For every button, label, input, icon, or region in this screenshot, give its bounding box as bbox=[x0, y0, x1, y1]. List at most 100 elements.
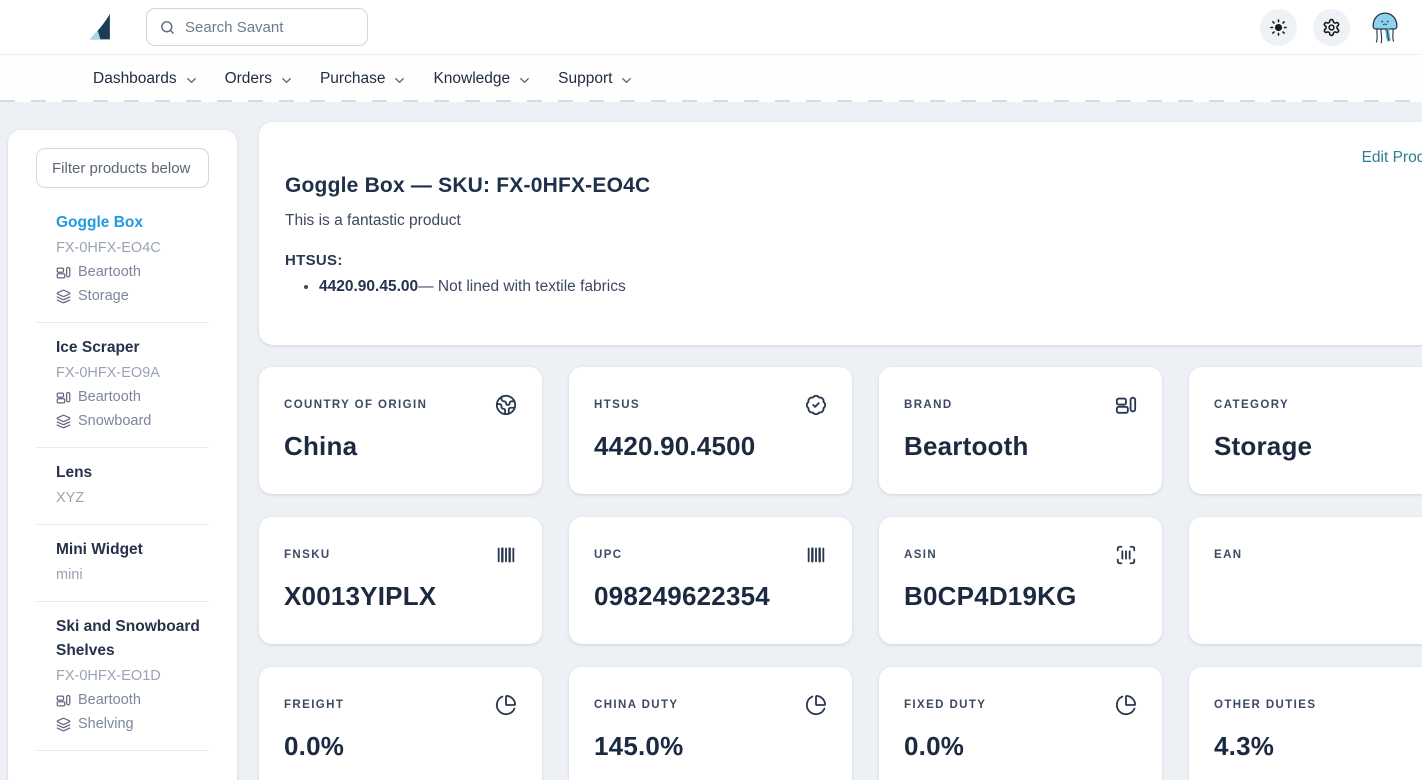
card-fnsku: FNSKU X0013YIPLX bbox=[259, 517, 542, 644]
layers-icon bbox=[56, 717, 71, 731]
product-description: This is a fantastic product bbox=[285, 212, 461, 229]
card-label: UPC bbox=[594, 549, 623, 561]
product-sku: FX-0HFX-EO4C bbox=[56, 240, 161, 256]
nav-item-knowledge[interactable]: Knowledge bbox=[433, 70, 532, 88]
card-label: BRAND bbox=[904, 399, 953, 411]
pie-chart-icon bbox=[805, 694, 827, 716]
card-china-duty: CHINA DUTY 145.0% bbox=[569, 667, 852, 780]
gear-icon bbox=[1323, 18, 1340, 36]
chevron-down-icon bbox=[282, 77, 291, 83]
card-fixed-duty: FIXED DUTY 0.0% bbox=[879, 667, 1162, 780]
product-list-item-ski-shelves[interactable]: Ski and Snowboard Shelves FX-0HFX-EO1D B… bbox=[36, 602, 209, 750]
htsus-note: — Not lined with textile fabrics bbox=[418, 278, 626, 295]
list-divider bbox=[36, 601, 209, 602]
top-bar bbox=[0, 0, 1422, 55]
nav-item-orders[interactable]: Orders bbox=[225, 70, 294, 88]
chevron-down-icon bbox=[395, 77, 405, 83]
htsus-list: 4420.90.45.00— Not lined with textile fa… bbox=[319, 276, 1422, 298]
card-label: CATEGORY bbox=[1214, 399, 1290, 411]
barcode-icon bbox=[497, 547, 515, 563]
edit-product-link[interactable]: Edit Product bbox=[1361, 149, 1422, 166]
card-freight: FREIGHT 0.0% bbox=[259, 667, 542, 780]
pie-chart-icon bbox=[495, 694, 517, 716]
product-list-item-ice-scraper[interactable]: Ice Scraper FX-0HFX-EO9A Beartooth Snowb… bbox=[36, 323, 209, 447]
product-sidebar: Goggle Box FX-0HFX-EO4C Beartooth Storag… bbox=[8, 130, 237, 780]
product-name: Ski and Snowboard Shelves bbox=[56, 618, 200, 659]
sun-icon bbox=[1270, 18, 1287, 36]
page-title: Goggle Box — SKU: FX-0HFX-EO4C bbox=[285, 174, 651, 197]
product-name: Mini Widget bbox=[56, 541, 143, 558]
product-brand: Beartooth bbox=[78, 264, 141, 280]
chevron-down-icon bbox=[186, 77, 196, 83]
card-value: X0013YIPLX bbox=[284, 581, 437, 611]
content-area: Goggle Box FX-0HFX-EO4C Beartooth Storag… bbox=[0, 100, 1422, 780]
globe-icon bbox=[495, 394, 517, 416]
card-value: 145.0% bbox=[594, 731, 684, 761]
htsus-list-item: 4420.90.45.00— Not lined with textile fa… bbox=[319, 276, 1422, 298]
card-label: OTHER DUTIES bbox=[1214, 699, 1317, 711]
user-avatar[interactable] bbox=[1366, 6, 1404, 48]
global-search bbox=[146, 8, 384, 46]
filter-products-input[interactable] bbox=[36, 148, 209, 188]
layers-icon bbox=[56, 414, 71, 428]
product-list: Goggle Box FX-0HFX-EO4C Beartooth Storag… bbox=[8, 188, 237, 751]
nav-label: Purchase bbox=[319, 70, 386, 87]
dashed-divider bbox=[0, 100, 1422, 102]
product-brand: Beartooth bbox=[78, 389, 141, 405]
card-label: FIXED DUTY bbox=[904, 699, 987, 711]
card-label: CHINA DUTY bbox=[594, 699, 679, 711]
product-category: Storage bbox=[78, 288, 129, 304]
card-value: 4420.90.4500 bbox=[594, 431, 756, 461]
scan-barcode-icon bbox=[1116, 545, 1136, 565]
card-value: 098249622354 bbox=[594, 581, 770, 611]
card-ean: EAN bbox=[1189, 517, 1422, 644]
search-icon bbox=[161, 20, 174, 34]
product-list-item-goggle-box[interactable]: Goggle Box FX-0HFX-EO4C Beartooth Storag… bbox=[36, 198, 209, 322]
nav-item-support[interactable]: Support bbox=[558, 70, 634, 88]
brand-shapes-icon bbox=[1115, 396, 1137, 414]
nav-item-dashboards[interactable]: Dashboards bbox=[93, 70, 199, 88]
card-value: 4.3% bbox=[1214, 731, 1275, 761]
nav-label: Support bbox=[558, 70, 613, 87]
nav-label: Dashboards bbox=[93, 70, 177, 87]
product-sku: mini bbox=[56, 567, 83, 583]
pie-chart-icon bbox=[1115, 694, 1137, 716]
card-label: HTSUS bbox=[594, 399, 640, 411]
card-country-of-origin: COUNTRY OF ORIGIN China bbox=[259, 367, 542, 494]
card-category: CATEGORY Storage bbox=[1189, 367, 1422, 494]
card-value: China bbox=[284, 431, 358, 461]
card-label: COUNTRY OF ORIGIN bbox=[284, 399, 428, 411]
badge-check-icon bbox=[805, 394, 827, 416]
primary-nav: Dashboards Orders Purchase Knowledge Sup… bbox=[0, 56, 1422, 102]
card-label: ASIN bbox=[904, 549, 938, 561]
product-category: Shelving bbox=[78, 716, 134, 732]
top-bar-actions bbox=[1260, 6, 1404, 48]
savant-logo-icon[interactable] bbox=[86, 10, 114, 44]
product-sku: XYZ bbox=[56, 490, 85, 506]
card-upc: UPC 098249622354 bbox=[569, 517, 852, 644]
nav-label: Orders bbox=[224, 70, 272, 87]
product-sku: FX-0HFX-EO1D bbox=[56, 668, 161, 684]
product-list-item-lens[interactable]: Lens XYZ bbox=[36, 448, 209, 524]
card-label: EAN bbox=[1214, 549, 1243, 561]
nav-label: Knowledge bbox=[433, 70, 511, 87]
metric-card-grid: COUNTRY OF ORIGIN China HTSUS 4420.90.45… bbox=[259, 367, 1422, 780]
card-label: FREIGHT bbox=[284, 699, 345, 711]
settings-button[interactable] bbox=[1313, 8, 1350, 46]
layers-icon bbox=[56, 289, 71, 303]
theme-toggle-button[interactable] bbox=[1260, 8, 1297, 46]
nav-item-purchase[interactable]: Purchase bbox=[320, 70, 407, 88]
chevron-down-icon bbox=[622, 77, 632, 83]
list-divider bbox=[36, 322, 209, 323]
product-name: Ice Scraper bbox=[56, 339, 140, 356]
list-divider bbox=[36, 524, 209, 525]
product-list-item-mini-widget[interactable]: Mini Widget mini bbox=[36, 525, 209, 601]
search-input[interactable] bbox=[185, 18, 384, 36]
card-value: B0CP4D19KG bbox=[904, 581, 1077, 611]
card-value: Beartooth bbox=[904, 431, 1029, 461]
htsus-section-label: HTSUS: bbox=[285, 252, 343, 269]
card-value: 0.0% bbox=[284, 731, 345, 761]
card-htsus: HTSUS 4420.90.4500 bbox=[569, 367, 852, 494]
product-name: Goggle Box bbox=[56, 214, 143, 231]
